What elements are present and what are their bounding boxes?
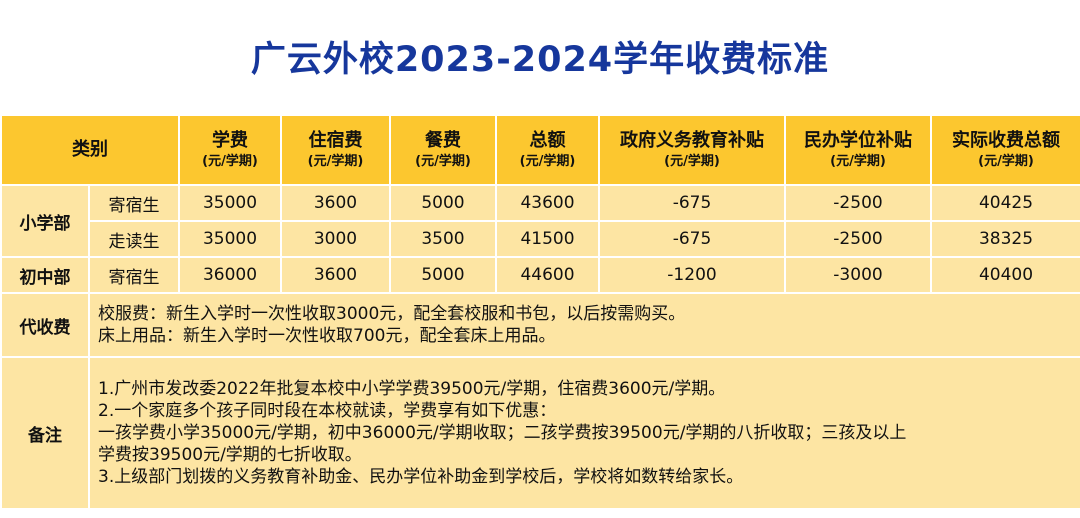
column-label: 总额 — [529, 130, 566, 151]
category-header: 类别 — [0, 114, 180, 186]
remark-line: 学费按39500元/学期的七折收取。 — [98, 445, 362, 465]
table-cell: 5000 — [389, 256, 497, 294]
column-header: 餐费 (元/学期) — [389, 114, 497, 186]
column-header: 住宿费 (元/学期) — [280, 114, 391, 186]
column-unit: (元/学期) — [307, 154, 364, 169]
column-label: 学费 — [212, 130, 248, 151]
header-row: 类别 学费 (元/学期) 住宿费 (元/学期) 餐费 (元/学期) 总额 (元/学期) … — [0, 114, 1080, 186]
student-type: 寄宿生 — [88, 184, 180, 222]
remark-line: 2.一个家庭多个孩子同时段在本校就读，学费享有如下优惠： — [98, 401, 557, 421]
table-cell: -3000 — [784, 256, 932, 294]
table-cell: 40425 — [930, 184, 1080, 222]
table-cell: -675 — [598, 220, 786, 258]
collect-fee-row: 代收费 校服费：新生入学时一次性收取3000元，配全套校服和书包，以后按需购买。… — [0, 292, 1080, 358]
column-label: 政府义务教育补贴 — [620, 130, 764, 151]
collect-fee-line: 校服费：新生入学时一次性收取3000元，配全套校服和书包，以后按需购买。 — [98, 304, 686, 324]
remark-line: 1.广州市发改委2022年批复本校中小学学费39500元/学期，住宿费3600元… — [98, 379, 726, 399]
column-header: 政府义务教育补贴 (元/学期) — [598, 114, 786, 186]
column-label: 民办学位补贴 — [804, 130, 912, 151]
table-cell: 3600 — [280, 256, 391, 294]
remarks-label: 备注 — [0, 356, 90, 510]
table-cell: 40400 — [930, 256, 1080, 294]
column-unit: (元/学期) — [664, 154, 720, 169]
table-cell: -675 — [598, 184, 786, 222]
column-label: 实际收费总额 — [952, 130, 1060, 151]
table-row: 小学部 寄宿生 35000 3600 5000 43600 -675 -2500… — [0, 184, 1080, 258]
remarks-details: 1.广州市发改委2022年批复本校中小学学费39500元/学期，住宿费3600元… — [88, 356, 1080, 510]
table-cell: 3600 — [280, 184, 391, 222]
table-row: 走读生 35000 3000 3500 41500 -675 -2500 383… — [1, 220, 1080, 258]
column-label: 餐费 — [425, 130, 461, 151]
table-cell: 41500 — [495, 220, 600, 258]
column-unit: (元/学期) — [415, 154, 471, 169]
table-cell: 36000 — [178, 256, 282, 294]
remark-line: 一孩学费小学35000元/学期，初中36000元/学期收取；二孩学费按39500… — [98, 423, 907, 443]
column-header: 总额 (元/学期) — [495, 114, 600, 186]
column-unit: (元/学期) — [978, 154, 1034, 169]
table-cell: 3500 — [389, 220, 497, 258]
column-header: 实际收费总额 (元/学期) — [930, 114, 1080, 186]
table-cell: 3000 — [280, 220, 391, 258]
group-label: 初中部 — [0, 256, 90, 294]
column-header: 学费 (元/学期) — [178, 114, 282, 186]
table-cell: 43600 — [495, 184, 600, 222]
table-cell: -1200 — [598, 256, 786, 294]
table-row: 初中部 寄宿生 36000 3600 5000 44600 -1200 -300… — [0, 256, 1080, 294]
table-cell: 35000 — [178, 184, 282, 222]
group-label: 小学部 — [0, 184, 90, 258]
student-type: 寄宿生 — [88, 256, 180, 294]
table-cell: 44600 — [495, 256, 600, 294]
column-unit: (元/学期) — [519, 154, 576, 169]
column-header: 民办学位补贴 (元/学期) — [784, 114, 932, 186]
collect-fee-details: 校服费：新生入学时一次性收取3000元，配全套校服和书包，以后按需购买。 床上用… — [88, 292, 1080, 358]
column-label: 住宿费 — [308, 130, 363, 151]
column-unit: (元/学期) — [202, 154, 258, 169]
remark-line: 3.上级部门划拨的义务教育补助金、民办学位补助金到学校后，学校将如数转给家长。 — [98, 467, 744, 487]
table-cell: 35000 — [178, 220, 282, 258]
table-cell: 38325 — [930, 220, 1080, 258]
table-cell: 5000 — [389, 184, 497, 222]
fee-table: 类别 学费 (元/学期) 住宿费 (元/学期) 餐费 (元/学期) 总额 (元/学期) … — [0, 114, 1080, 510]
page-title: 广云外校2023-2024学年收费标准 — [250, 39, 830, 80]
table-cell: -2500 — [784, 220, 932, 258]
student-type: 走读生 — [88, 220, 180, 258]
collect-fee-line: 床上用品：新生入学时一次性收取700元，配全套床上用品。 — [98, 326, 556, 346]
category-header-label: 类别 — [72, 139, 108, 160]
column-unit: (元/学期) — [830, 154, 886, 169]
remarks-row: 备注 1.广州市发改委2022年批复本校中小学学费39500元/学期，住宿费36… — [0, 356, 1080, 510]
table-cell: -2500 — [784, 184, 932, 222]
collect-fee-label: 代收费 — [0, 292, 90, 358]
